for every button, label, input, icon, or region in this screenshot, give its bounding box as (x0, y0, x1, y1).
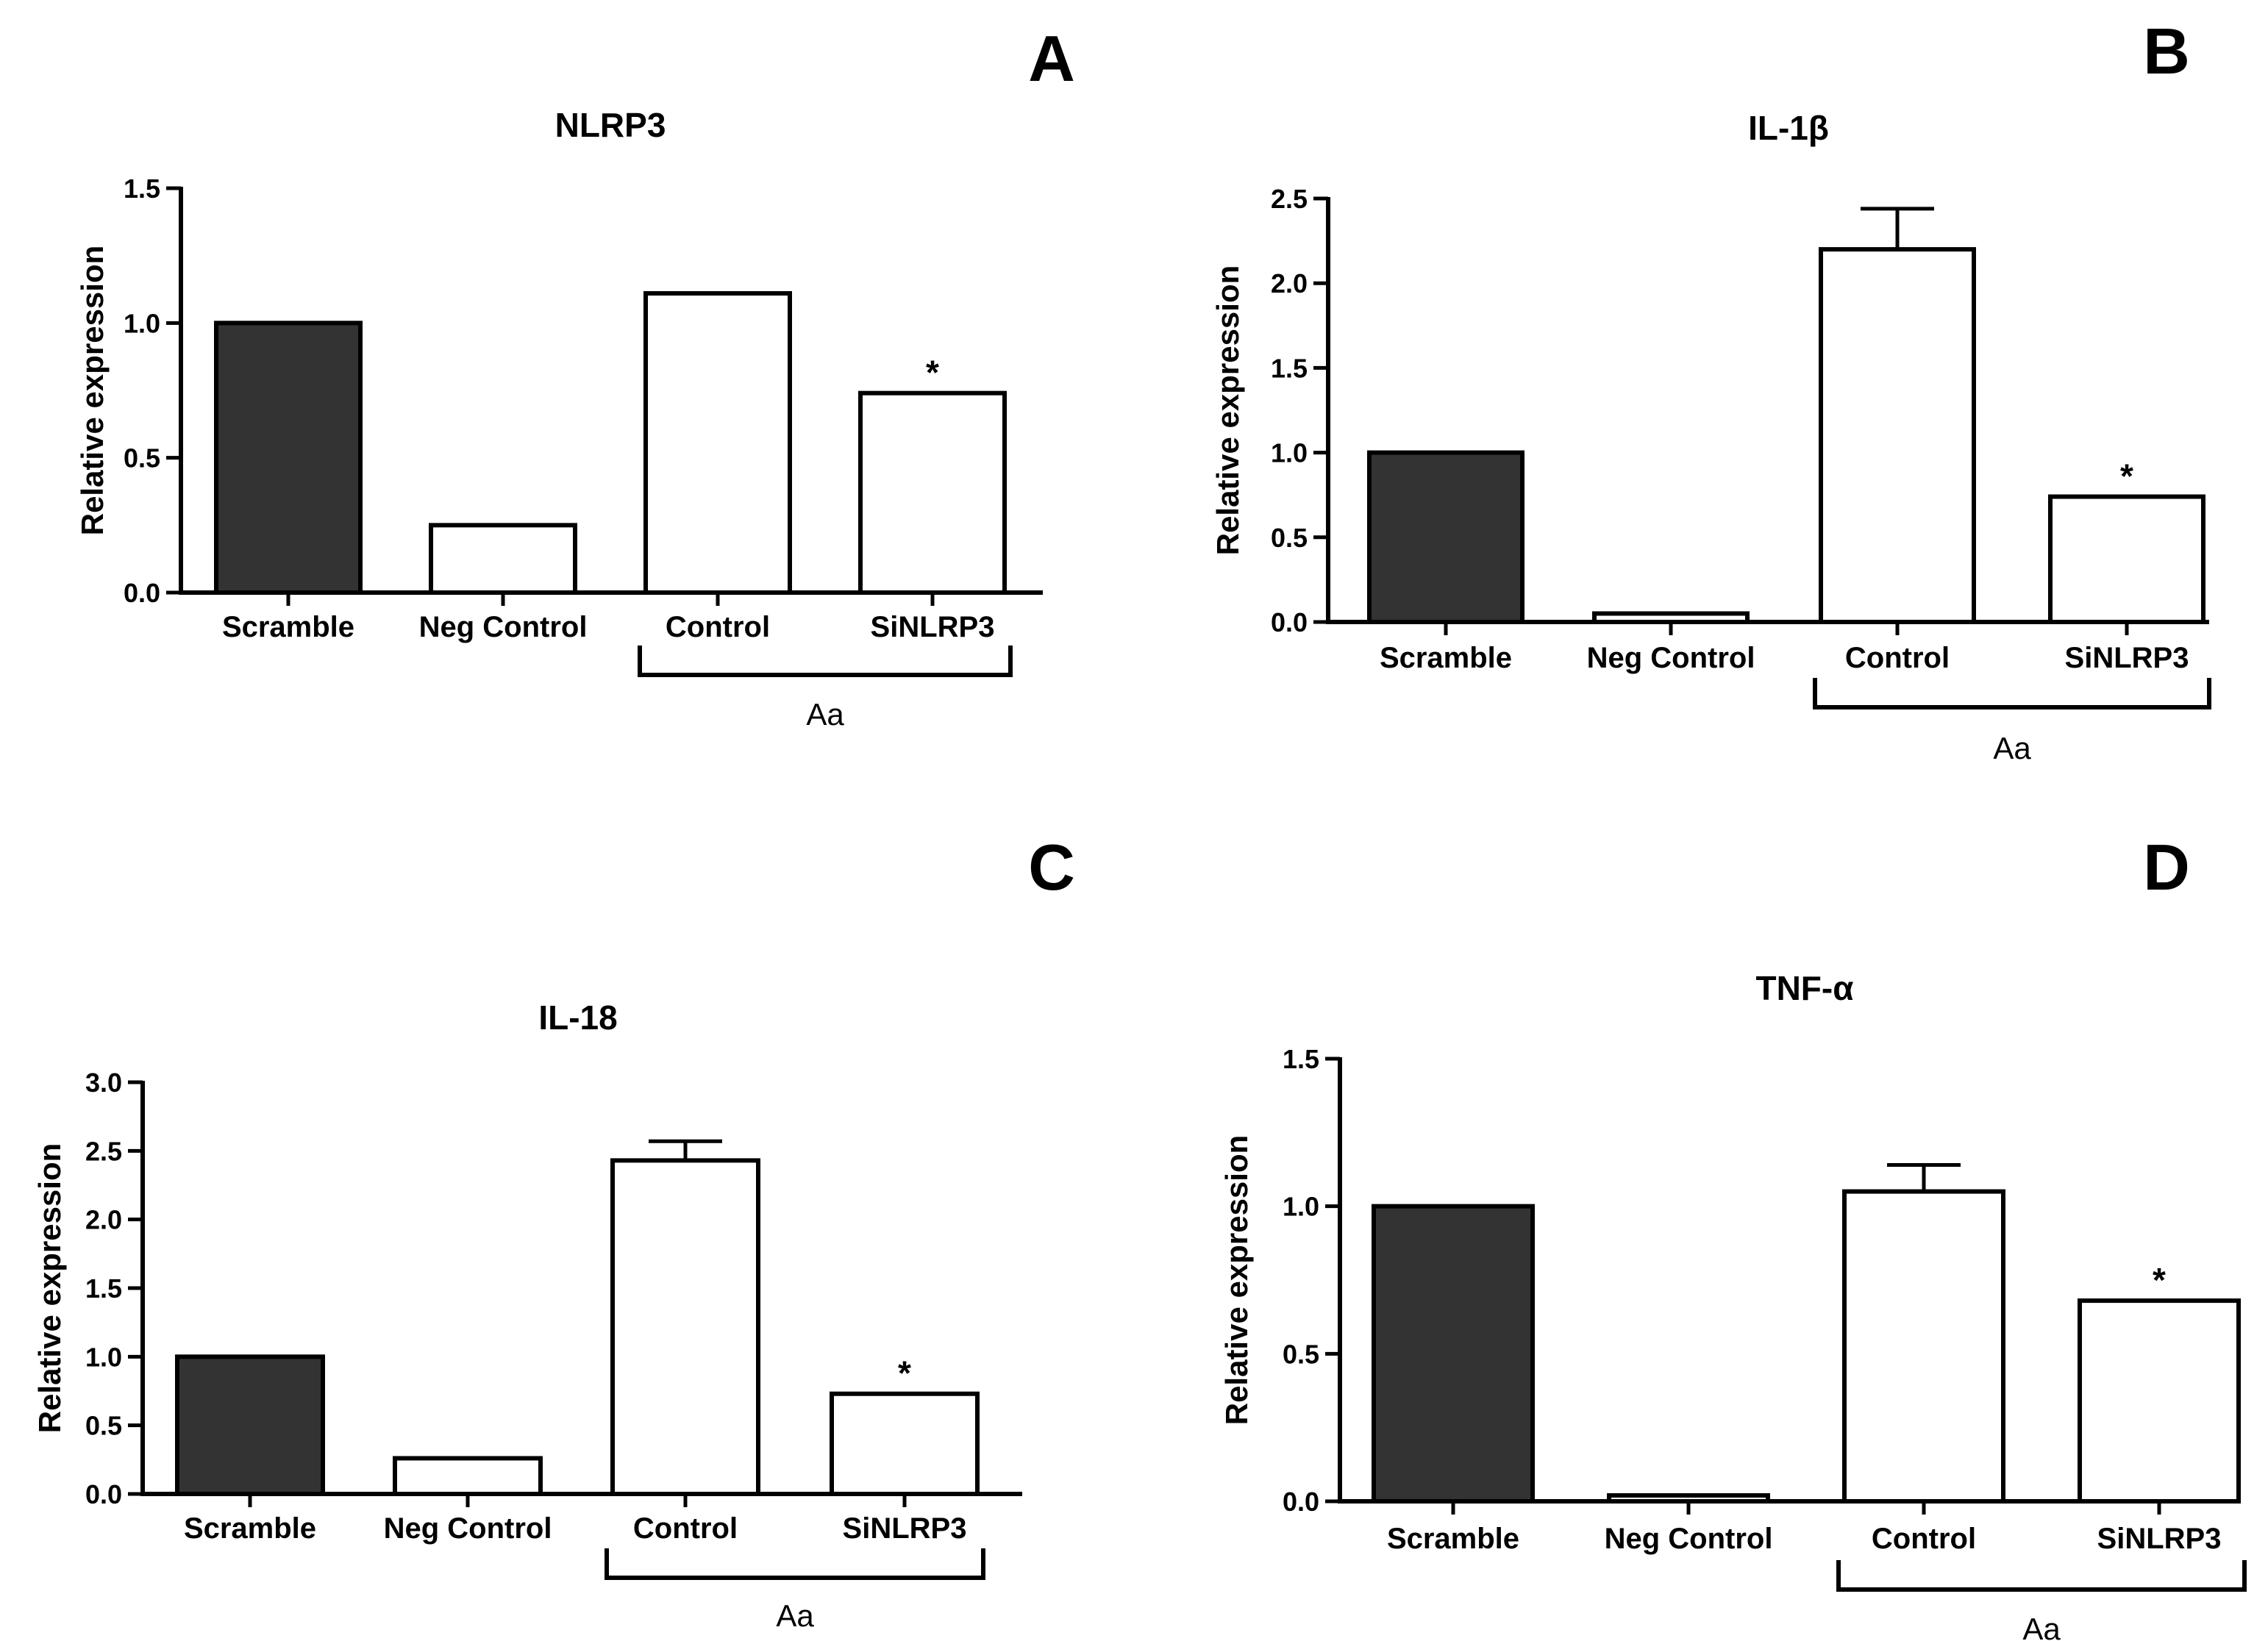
y-tick-label: 0.0 (1271, 607, 1308, 637)
chart-title: NLRP3 (555, 106, 666, 144)
y-tick-label: 0.5 (124, 443, 160, 473)
group-bracket (1813, 678, 2211, 709)
y-tick-label: 1.5 (1283, 1044, 1319, 1074)
y-tick-label: 1.5 (1271, 353, 1308, 383)
bar-control (610, 1158, 760, 1497)
category-label: SiNLRP3 (2097, 1523, 2222, 1555)
y-tick-label: 2.0 (85, 1205, 122, 1235)
category-label: Neg Control (384, 1512, 552, 1545)
category-label: Neg Control (1587, 642, 1755, 674)
group-bracket (638, 646, 1013, 677)
group-label: Aa (2022, 1612, 2061, 1641)
y-axis-label: Relative expression (1210, 265, 1245, 556)
category-label: Scramble (1387, 1523, 1519, 1555)
chart-panel-a: NLRP3 Relative expression Scramble Neg Cont… (75, 106, 1043, 732)
bar-scramble (1372, 1204, 1535, 1504)
bar-sinlrp3 (2078, 1298, 2241, 1504)
y-tick-label: 1.5 (124, 174, 160, 204)
chart-panel-b: IL-1β Relative expression Scramble Neg Cont… (1210, 109, 2211, 765)
y-tick-label: 1.0 (124, 308, 160, 338)
panel-letter-a: A (1028, 22, 1075, 95)
group-label: Aa (776, 1598, 814, 1633)
bar-scramble (214, 321, 363, 595)
significance-marker: * (2120, 457, 2133, 496)
y-axis-label: Relative expression (75, 246, 110, 536)
group-label: Aa (806, 697, 844, 732)
category-label: Control (1845, 642, 1950, 674)
bar-sinlrp3 (858, 390, 1007, 596)
group-bracket (1836, 1560, 2247, 1592)
category-label: Scramble (1380, 642, 1512, 674)
y-tick-label: 0.0 (85, 1479, 122, 1509)
y-tick-label: 0.5 (85, 1411, 122, 1441)
bar-scramble (1367, 450, 1525, 624)
category-label: Neg Control (419, 611, 588, 643)
bar-sinlrp3 (830, 1391, 980, 1496)
significance-marker: * (926, 354, 939, 392)
y-tick-label: 1.5 (85, 1273, 122, 1304)
panel-letter-c: C (1028, 831, 1075, 904)
bar-sinlrp3 (2048, 494, 2205, 625)
y-tick-label: 2.0 (1271, 268, 1308, 298)
panel-letter-d: D (2143, 831, 2190, 904)
category-label: Control (666, 611, 770, 643)
category-label: SiNLRP3 (871, 611, 995, 643)
bar-control (1842, 1189, 2005, 1504)
category-label: Neg Control (1605, 1523, 1773, 1555)
category-label: Scramble (184, 1512, 316, 1545)
y-axis-label: Relative expression (1219, 1135, 1254, 1426)
chart-panel-d: TNF-α Relative expression Scramble Neg Cont… (1219, 969, 2247, 1641)
y-tick-label: 1.0 (85, 1342, 122, 1372)
significance-marker: * (898, 1354, 911, 1392)
y-tick-label: 3.0 (85, 1068, 122, 1098)
category-label: SiNLRP3 (843, 1512, 967, 1545)
y-tick-label: 0.0 (1283, 1487, 1319, 1517)
category-label: SiNLRP3 (2065, 642, 2189, 674)
bar-neg-control (429, 523, 577, 595)
chart-title: IL-18 (538, 998, 617, 1037)
group-bracket (605, 1548, 985, 1580)
bar-control (643, 291, 792, 595)
y-tick-label: 0.5 (1283, 1339, 1319, 1369)
y-tick-label: 2.5 (85, 1136, 122, 1166)
y-axis-label: Relative expression (32, 1143, 67, 1434)
y-tick-label: 0.0 (124, 578, 160, 608)
bar-scramble (175, 1354, 325, 1497)
y-tick-label: 0.5 (1271, 523, 1308, 553)
bar-neg-control (393, 1456, 543, 1497)
bar-control (1819, 247, 1976, 624)
chart-title: IL-1β (1748, 109, 1829, 147)
y-tick-label: 1.0 (1271, 438, 1308, 468)
chart-title: TNF-α (1755, 969, 1853, 1007)
y-tick-label: 2.5 (1271, 184, 1308, 214)
chart-panel-c: IL-18 Relative expression Scramble Neg Cont… (32, 998, 1022, 1633)
category-label: Scramble (222, 611, 354, 643)
panel-letter-b: B (2143, 15, 2190, 87)
category-label: Control (1872, 1523, 1976, 1555)
group-label: Aa (1993, 731, 2031, 765)
significance-marker: * (2153, 1261, 2166, 1299)
y-tick-label: 1.0 (1283, 1192, 1319, 1222)
category-label: Control (633, 1512, 738, 1545)
